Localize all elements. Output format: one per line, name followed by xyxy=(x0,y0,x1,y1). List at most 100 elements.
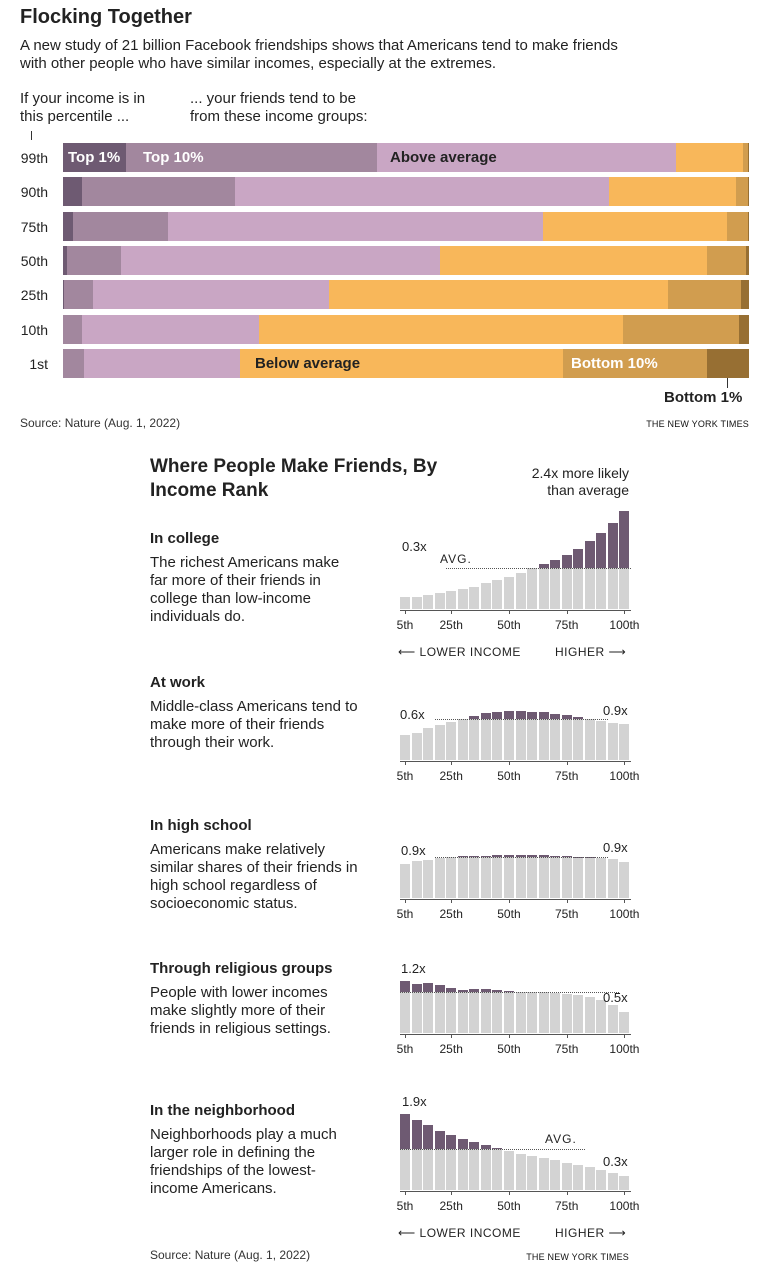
bar-below-avg xyxy=(469,1149,480,1190)
bar-below-avg xyxy=(527,992,538,1033)
x-tick xyxy=(624,1191,626,1195)
bar-above-avg xyxy=(619,510,630,568)
bar-segment-below-average xyxy=(239,348,564,378)
bar-below-avg xyxy=(423,1149,434,1190)
bar-below-avg xyxy=(607,859,618,898)
bar-below-avg xyxy=(469,992,480,1033)
bar-segment-above-average xyxy=(83,348,240,378)
bar-below-avg xyxy=(434,1149,445,1190)
end-value-label: 0.9x xyxy=(603,840,628,855)
stacked-bar-row xyxy=(63,245,749,275)
bar-below-avg xyxy=(515,572,526,609)
bar-segment-bottom-10- xyxy=(668,280,742,310)
avg-label: AVG. xyxy=(545,1132,577,1146)
bar-below-avg xyxy=(457,857,468,898)
x-tick-label: 75th xyxy=(555,907,579,921)
x-tick xyxy=(451,899,453,903)
bar-above-avg xyxy=(492,711,503,719)
bar-below-avg xyxy=(411,1149,422,1190)
bar-below-avg xyxy=(596,568,607,609)
stacked-bar-row xyxy=(63,143,749,172)
x-tick-label: 100th xyxy=(609,1199,640,1213)
x-tick-label: 75th xyxy=(555,618,579,632)
end-value-label: 0.3x xyxy=(603,1154,628,1170)
bar-above-avg xyxy=(550,713,561,719)
bar-below-avg xyxy=(480,583,491,609)
bar-segment-top-10- xyxy=(63,348,84,378)
x-axis xyxy=(400,899,631,900)
bar-segment-bottom-1- xyxy=(745,245,749,275)
bar-below-avg xyxy=(492,579,503,609)
bar-segment-top-10- xyxy=(72,211,168,241)
x-tick-label: 100th xyxy=(609,618,640,632)
end-value-label: 0.9x xyxy=(603,703,628,718)
header-tick xyxy=(31,131,32,140)
legend-above-average: Above average xyxy=(390,149,497,166)
bar-above-avg xyxy=(446,1135,457,1149)
bar-segment-above-average xyxy=(120,245,440,275)
panel-description: Middle-class Americans tend to make more… xyxy=(150,698,358,751)
bar-below-avg xyxy=(480,719,491,760)
x-tick xyxy=(405,1034,406,1038)
bar-below-avg xyxy=(607,1173,618,1190)
panel-description: Americans make relatively similar shares… xyxy=(150,841,358,912)
bar-segment-top-10- xyxy=(126,143,378,172)
bar-below-avg xyxy=(480,857,491,898)
x-tick xyxy=(508,899,510,903)
x-tick xyxy=(451,761,453,765)
bar-below-avg xyxy=(527,857,538,898)
bar-below-avg xyxy=(573,568,584,609)
bar-below-avg xyxy=(619,861,630,898)
x-tick-label: 50th xyxy=(497,907,521,921)
legend-bottom-1: Bottom 1% xyxy=(664,388,743,406)
row-label: 75th xyxy=(20,218,48,235)
bar-segment-above-average xyxy=(167,211,543,241)
row-label: 1st xyxy=(29,355,48,372)
x-tick xyxy=(624,610,626,614)
x-tick-label: 5th xyxy=(396,769,414,783)
bar-below-avg xyxy=(619,1176,630,1190)
bar-segment-bottom-1- xyxy=(707,348,749,378)
bar-above-avg xyxy=(469,1142,480,1149)
bar-above-avg xyxy=(550,855,561,857)
x-tick-label: 5th xyxy=(396,1042,414,1056)
bar-below-avg xyxy=(607,568,618,609)
bar-above-avg xyxy=(573,716,584,719)
bar-below-avg xyxy=(561,719,572,760)
panel-title: Through religious groups xyxy=(150,960,333,977)
bar-above-avg xyxy=(457,856,468,857)
bar-below-avg xyxy=(457,588,468,609)
bar-above-avg xyxy=(480,713,491,719)
bar-segment-below-average xyxy=(542,211,728,241)
bar-segment-bottom-10- xyxy=(563,348,708,378)
bar-below-avg xyxy=(527,1156,538,1190)
bar-below-avg xyxy=(400,734,410,760)
bar-below-avg xyxy=(561,568,572,609)
bar-segment-below-average xyxy=(439,245,708,275)
x-tick xyxy=(405,1191,406,1195)
source-top: Source: Nature (Aug. 1, 2022) xyxy=(20,416,181,430)
bar-above-avg xyxy=(503,854,514,857)
main-title: Flocking Together xyxy=(20,6,192,28)
bar-segment-top-1- xyxy=(63,280,64,310)
bar-below-avg xyxy=(527,568,538,609)
bar-below-avg xyxy=(607,723,618,760)
legend-bottom-1-tick xyxy=(727,377,728,388)
bar-below-avg xyxy=(400,1149,410,1190)
x-tick xyxy=(405,610,406,614)
bar-below-avg xyxy=(400,597,410,609)
bar-above-avg xyxy=(515,710,526,719)
x-tick-label: 50th xyxy=(497,1042,521,1056)
source-bottom: Source: Nature (Aug. 1, 2022) xyxy=(150,1248,311,1262)
bar-below-avg xyxy=(619,1012,630,1033)
bar-below-avg xyxy=(411,732,422,760)
bar-segment-below-average xyxy=(609,177,736,207)
bar-above-avg xyxy=(434,985,445,992)
column-header-percentile: If your income is in this percentile ... xyxy=(20,90,146,125)
bar-below-avg xyxy=(492,857,503,898)
bar-segment-bottom-10- xyxy=(735,177,749,207)
bar-below-avg xyxy=(538,857,549,898)
bar-segment-bottom-1- xyxy=(748,177,749,207)
legend-below-average: Below average xyxy=(255,354,361,372)
bar-below-avg xyxy=(434,992,445,1033)
